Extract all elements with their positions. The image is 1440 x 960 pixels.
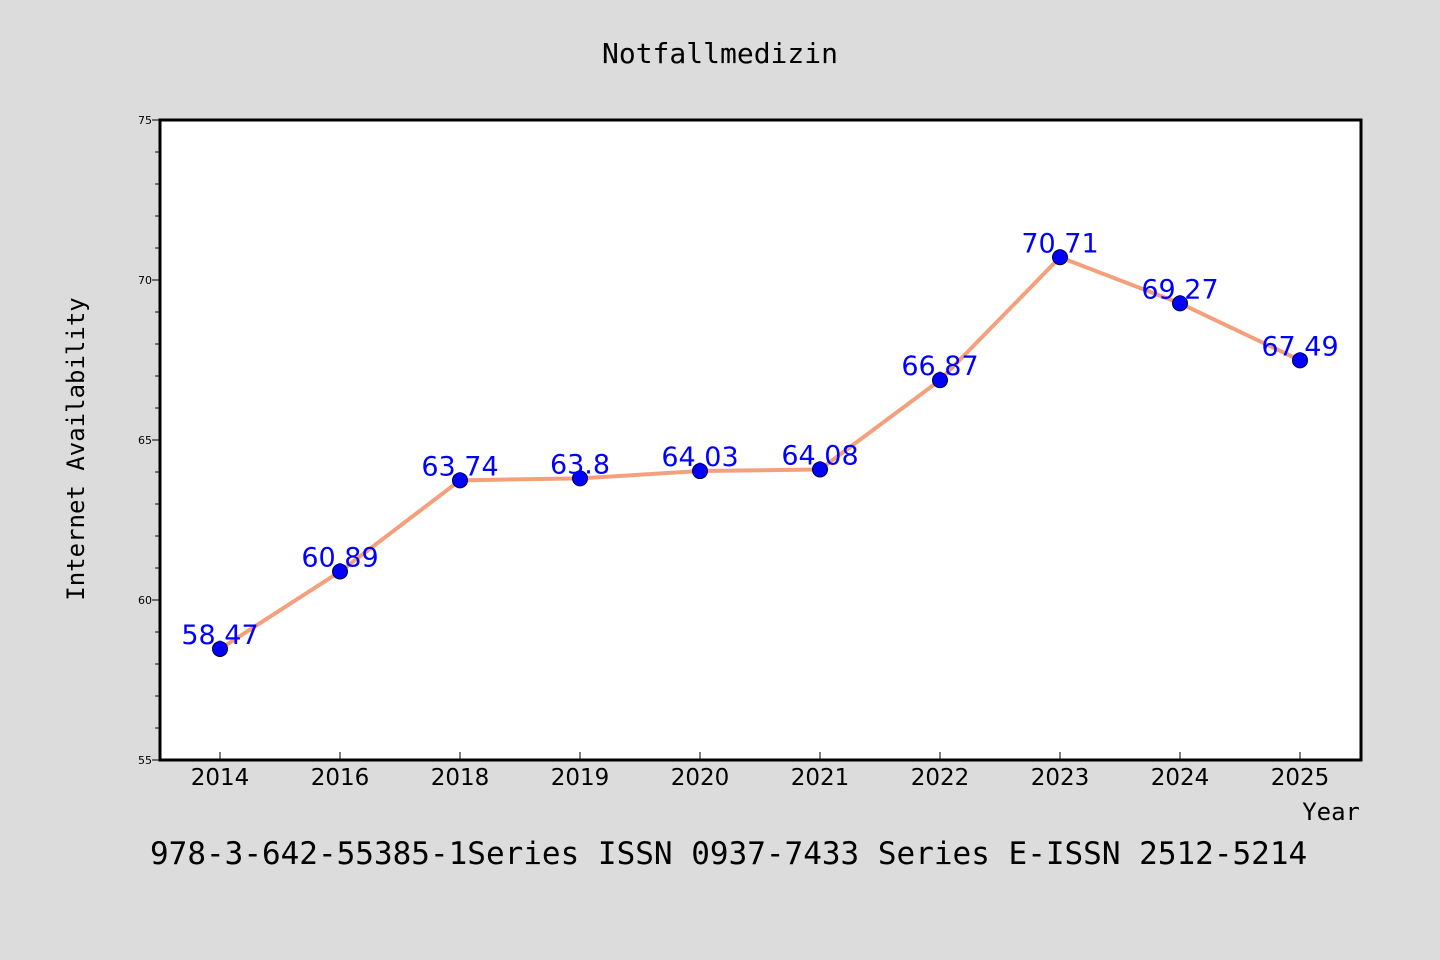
data-label: 69.27: [1141, 274, 1218, 305]
series-line: [218, 255, 1302, 651]
y-tick-label: 75: [138, 114, 152, 127]
y-tick-label: 70: [138, 274, 152, 287]
y-tick-label: 55: [138, 754, 152, 767]
data-label: 66.87: [901, 351, 978, 382]
x-tick-label: 2024: [1151, 765, 1210, 791]
data-point: [572, 470, 588, 487]
plot-area: [160, 120, 1361, 760]
x-tick-label: 2019: [551, 765, 610, 791]
y-axis-ticks: 55 60 65 70 75: [138, 114, 160, 767]
data-label: 63.74: [421, 451, 498, 482]
data-point: [1172, 295, 1188, 312]
plot-frame: [158, 118, 1363, 762]
x-tick-label: 2023: [1031, 765, 1090, 791]
y-tick-label: 60: [138, 594, 152, 607]
x-tick-label: 2018: [431, 765, 490, 791]
data-label: 64.08: [781, 440, 858, 471]
series-layer: 58.47 60.89 63.74 63.8 64.03 64.08 66.87 70.71 6…: [181, 228, 1339, 657]
data-point: [932, 372, 948, 389]
data-point: [212, 640, 228, 657]
x-tick-label: 2016: [311, 765, 370, 791]
data-label: 64.03: [661, 442, 738, 473]
y-axis-label: Internet Availability: [62, 297, 90, 600]
x-tick-label: 2020: [671, 765, 730, 791]
data-point: [812, 461, 828, 478]
data-point: [1292, 352, 1308, 369]
y-tick-label: 65: [138, 434, 152, 447]
x-tick-label: 2022: [911, 765, 970, 791]
x-tick-label: 2021: [791, 765, 850, 791]
data-label: 63.8: [550, 449, 610, 480]
data-point: [452, 472, 468, 489]
data-label: 60.89: [301, 543, 378, 574]
chart-title: Notfallmedizin: [602, 37, 838, 70]
x-tick-label: 2025: [1271, 765, 1330, 791]
data-point: [692, 463, 708, 480]
data-label: 70.71: [1021, 228, 1098, 259]
x-tick-label: 2014: [191, 765, 250, 791]
footer-isbn-issn: 978-3-642-55385-1Series ISSN 0937-7433 S…: [150, 836, 1307, 872]
data-label: 58.47: [181, 620, 258, 651]
data-point: [1052, 249, 1068, 266]
data-point: [332, 563, 348, 580]
data-label: 67.49: [1261, 331, 1338, 362]
x-axis-label: Year: [1302, 798, 1360, 826]
x-axis-ticks: 2014 2016 2018 2019 2020 2021 2022 2023 2024 2025: [191, 752, 1330, 791]
